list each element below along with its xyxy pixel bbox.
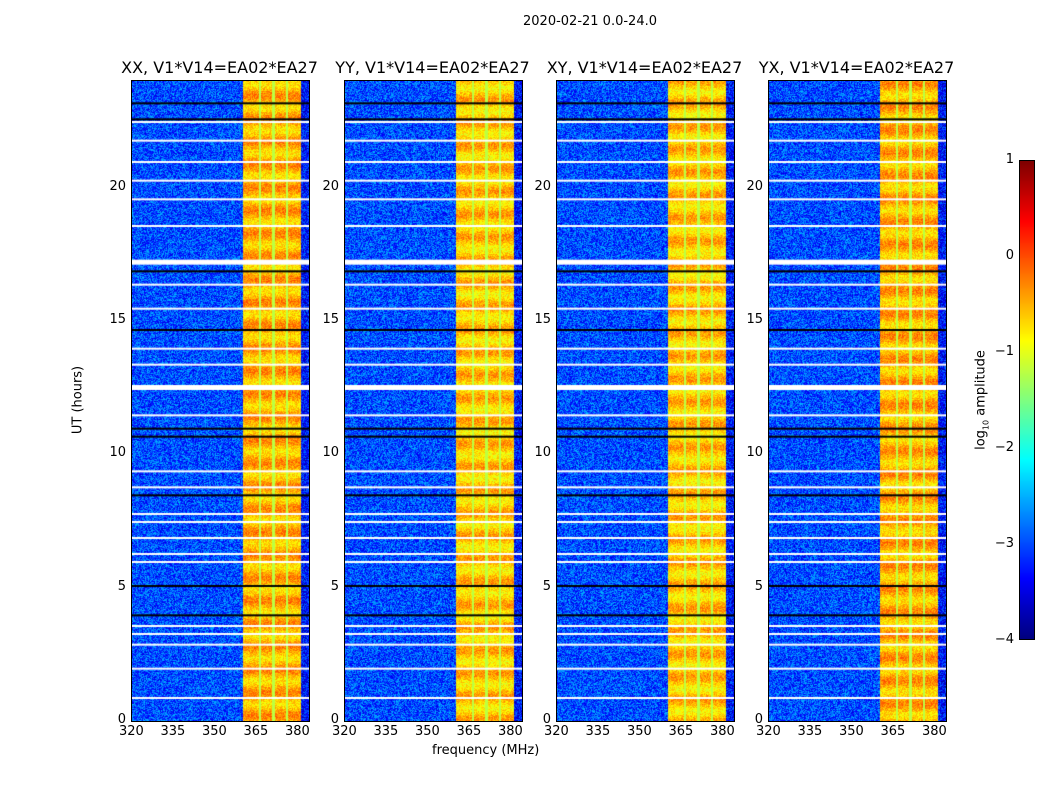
y-tick-label: 20 — [746, 178, 763, 194]
x-tick-label: 335 — [797, 724, 823, 739]
y-tick-label: 5 — [330, 578, 339, 594]
y-tick-label: 0 — [754, 712, 763, 727]
x-tick-label: 380 — [284, 724, 310, 739]
heatmap-panel-0 — [131, 80, 310, 722]
y-tick-label: 10 — [322, 445, 339, 461]
y-tick-label: 5 — [754, 578, 763, 594]
x-tick-label: 365 — [668, 724, 694, 739]
colorbar-tick-label: −4 — [994, 632, 1014, 647]
x-tick-label: 350 — [414, 724, 440, 739]
heatmap-panel-1 — [344, 80, 523, 722]
x-tick-label: 320 — [544, 724, 569, 739]
y-tick-label: 15 — [109, 312, 126, 327]
colorbar-tick-label: 1 — [1005, 152, 1014, 167]
y-tick-label: 20 — [322, 178, 339, 194]
y-tick-label: 5 — [117, 578, 126, 594]
x-tick-label: 320 — [756, 724, 781, 739]
heatmap-panel-2 — [556, 80, 735, 722]
x-tick-label: 320 — [119, 724, 144, 739]
y-tick-label: 0 — [330, 712, 339, 727]
y-tick-label: 10 — [534, 445, 551, 461]
figure-title: 2020-02-21 0.0-24.0 — [523, 14, 657, 29]
colorbar-tick-label: −1 — [994, 344, 1014, 359]
x-tick-label: 335 — [373, 724, 399, 739]
panel-title: XX, V1*V14=EA02*EA27 — [121, 58, 318, 77]
x-tick-label: 365 — [243, 724, 269, 739]
x-tick-label: 320 — [332, 724, 357, 739]
y-tick-label: 20 — [534, 178, 551, 194]
y-tick-label: 10 — [746, 445, 763, 461]
panel-title: XY, V1*V14=EA02*EA27 — [546, 58, 743, 77]
y-tick-label: 20 — [109, 178, 126, 194]
y-tick-label: 10 — [109, 445, 126, 461]
colorbar-tick-label: −3 — [994, 536, 1014, 551]
colorbar — [1019, 160, 1035, 640]
colorbar-tick-label: 0 — [1005, 248, 1014, 263]
x-tick-label: 350 — [838, 724, 864, 739]
panel-title: YX, V1*V14=EA02*EA27 — [758, 58, 955, 77]
y-tick-label: 15 — [746, 312, 763, 327]
y-tick-label: 15 — [534, 312, 551, 327]
y-tick-label: 5 — [542, 578, 551, 594]
y-tick-label: 0 — [117, 712, 126, 727]
heatmap-panel-3 — [768, 80, 947, 722]
y-axis-label: UT (hours) — [70, 365, 86, 435]
x-tick-label: 350 — [626, 724, 652, 739]
x-tick-label: 365 — [880, 724, 906, 739]
x-tick-label: 365 — [456, 724, 482, 739]
y-tick-label: 15 — [322, 312, 339, 327]
x-tick-label: 335 — [585, 724, 611, 739]
x-tick-label: 335 — [160, 724, 186, 739]
x-tick-label: 350 — [201, 724, 227, 739]
x-tick-label: 380 — [921, 724, 947, 739]
y-tick-label: 0 — [542, 712, 551, 727]
panel-title: YY, V1*V14=EA02*EA27 — [335, 58, 530, 77]
colorbar-tick-label: −2 — [994, 440, 1014, 455]
x-axis-label: frequency (MHz) — [432, 743, 540, 758]
x-tick-label: 380 — [709, 724, 735, 739]
x-tick-label: 380 — [497, 724, 523, 739]
colorbar-label: log10 amplitude — [973, 350, 991, 450]
